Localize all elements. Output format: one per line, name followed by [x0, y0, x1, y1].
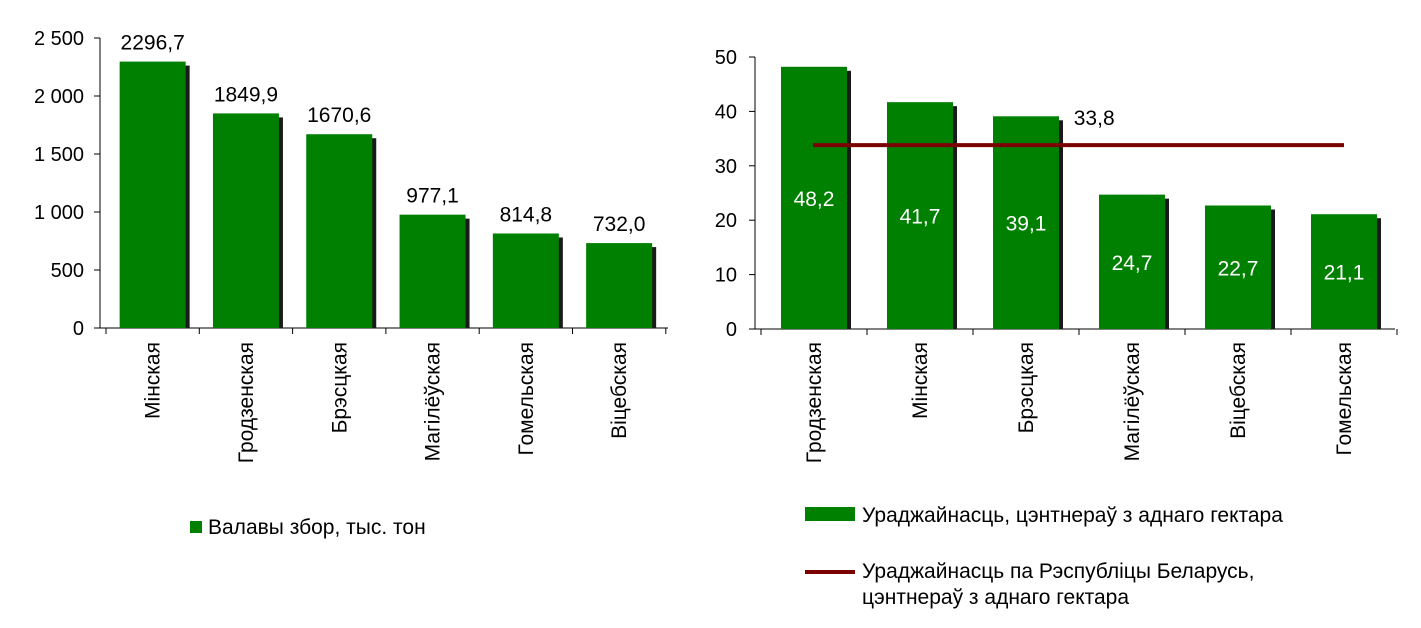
bar — [586, 243, 653, 328]
data-label: 39,1 — [1006, 213, 1047, 236]
y-tick-label: 500 — [51, 260, 84, 282]
legend-label: Ураджайнасць па Рэспубліцы Беларусь, цэнт… — [862, 560, 1254, 609]
bar — [119, 61, 186, 329]
legend-label: Ураджайнасць, цэнтнераў з аднаго гектара — [862, 504, 1283, 527]
data-label: 977,1 — [406, 185, 459, 208]
y-tick-label: 50 — [715, 47, 737, 69]
data-label: 21,1 — [1324, 262, 1365, 285]
category-label: Брэсцкая — [1015, 342, 1038, 433]
data-label: 22,7 — [1218, 257, 1259, 280]
category-label: Гродзенская — [803, 342, 826, 463]
legend-swatch-bar — [805, 507, 855, 521]
bar — [1099, 194, 1165, 329]
data-label: 1849,9 — [214, 83, 278, 106]
category-label: Магілёўская — [1121, 342, 1144, 461]
bar — [306, 134, 373, 328]
data-label: 41,7 — [900, 206, 941, 229]
chart-1: 0 500 1 000 1 500 2 000 2 500 2296,7 Мінская 184… — [34, 28, 668, 463]
y-tick-label: 30 — [715, 156, 737, 178]
legend-swatch-bar — [190, 521, 202, 533]
category-label: Магілёўская — [422, 342, 445, 461]
data-label: 2296,7 — [121, 32, 185, 55]
data-label: 732,0 — [593, 213, 646, 236]
y-tick-label: 2 000 — [34, 86, 84, 108]
category-label: Мінская — [142, 342, 165, 419]
y-tick-label: 40 — [715, 101, 737, 123]
bar — [1205, 205, 1271, 329]
data-label: 1670,6 — [307, 104, 371, 127]
y-tick-label: 1 500 — [34, 144, 84, 166]
bar — [212, 113, 279, 329]
bar — [399, 214, 466, 328]
category-label: Брэсцкая — [328, 342, 351, 433]
data-label: 814,8 — [500, 203, 553, 226]
y-tick-label: 10 — [715, 265, 737, 287]
category-label: Мінская — [909, 342, 932, 419]
category-label: Віцебская — [1227, 342, 1250, 439]
bar — [887, 102, 953, 329]
y-tick-label: 2 500 — [34, 28, 84, 50]
category-label: Гомельская — [1333, 342, 1356, 455]
y-tick-label: 1 000 — [34, 202, 84, 224]
data-label: 24,7 — [1112, 252, 1153, 275]
bar — [1311, 214, 1377, 329]
bar — [492, 233, 559, 328]
category-label: Гомельская — [515, 342, 538, 455]
chart-2: 0 10 20 30 40 50 48,2 Гродзенская 41,7 Мінская 39,… — [715, 47, 1398, 463]
legend-chart-2: Ураджайнасць, цэнтнераў з аднаго гектара… — [805, 504, 1283, 609]
category-label: Віцебская — [608, 342, 631, 439]
legend-chart-1: Валавы збор, тыс. тон — [190, 516, 426, 539]
bar — [781, 66, 847, 330]
category-label: Гродзенская — [235, 342, 258, 463]
y-tick-label: 20 — [715, 210, 737, 232]
y-tick-label: 0 — [73, 318, 84, 340]
bar — [993, 116, 1059, 330]
average-line-label: 33,8 — [1074, 107, 1115, 130]
data-label: 48,2 — [794, 188, 835, 211]
legend-label: Валавы збор, тыс. тон — [208, 516, 426, 539]
y-tick-label: 0 — [726, 319, 737, 341]
